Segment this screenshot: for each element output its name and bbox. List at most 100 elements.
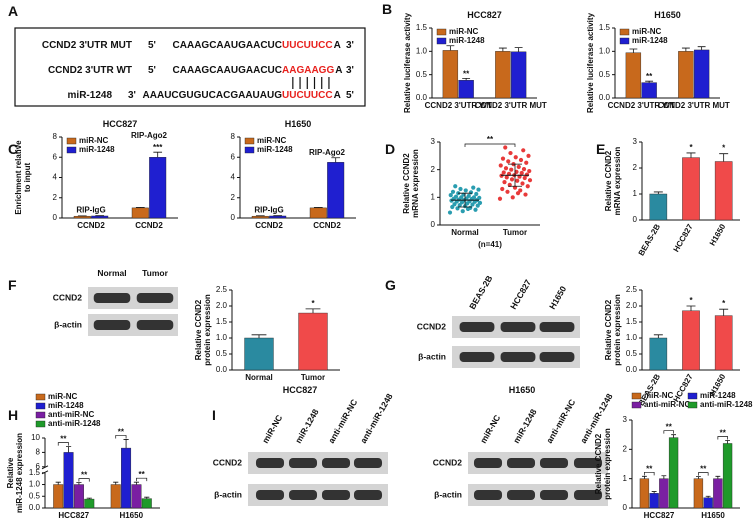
x-tick-label: CCND2 3'UTR MUT (475, 101, 547, 110)
error-bar (113, 481, 119, 485)
bar (269, 215, 287, 219)
legend-swatch (35, 411, 46, 419)
bar (649, 337, 668, 371)
data-point (447, 210, 453, 215)
significance-label: ** (666, 423, 673, 432)
y-tick-label: 4 (231, 173, 236, 182)
y-axis-label: Relative CCND2 (604, 299, 613, 360)
blot-band (136, 320, 174, 330)
bar (713, 478, 723, 509)
blot-band (93, 320, 131, 330)
data-point (524, 160, 529, 165)
bar (53, 484, 64, 509)
bar (641, 82, 657, 99)
y-tick-label: 0.0 (29, 503, 41, 512)
y-axis-label: to input (23, 163, 32, 193)
blot-band (473, 458, 503, 468)
error-bar (697, 46, 706, 50)
bar (121, 447, 132, 509)
error-bar (661, 475, 667, 479)
data-point (453, 194, 459, 199)
annotation: * (689, 143, 693, 152)
bar (309, 207, 327, 219)
row-label: miR-1248 (68, 90, 113, 101)
legend-label: miR-NC (48, 392, 78, 401)
error-bar (705, 495, 711, 498)
y-tick-label: 0.5 (29, 491, 41, 500)
legend-swatch (35, 393, 46, 401)
error-bar (135, 206, 145, 208)
y-tick-label: 2 (431, 165, 436, 174)
error-bar (133, 481, 140, 485)
bar (73, 215, 91, 219)
y-tick-label: 2 (53, 193, 58, 202)
error-bar (651, 491, 657, 494)
y-tick-label: 0.0 (626, 365, 638, 374)
error-bar (446, 45, 455, 51)
data-point (473, 207, 478, 212)
x-tick-label: CCND2 (255, 221, 283, 230)
y-tick-label: 0 (431, 220, 436, 229)
strand-end: 3' (346, 65, 354, 76)
blot-band (255, 458, 285, 468)
x-tick-label: CCND2 3'UTR WT (425, 101, 492, 110)
y-tick-label: 1.5 (416, 23, 428, 32)
data-point (509, 167, 514, 172)
legend-label: anti-miR-NC (644, 400, 690, 409)
blot-strip (248, 452, 388, 474)
bar (442, 50, 459, 99)
legend-swatch (244, 146, 255, 154)
error-bar (305, 308, 321, 314)
x-tick-label: HCC827 (58, 511, 89, 520)
significance-bracket (115, 435, 127, 439)
blot-band (255, 490, 285, 500)
row-label: β-actin (434, 489, 462, 499)
bar (73, 484, 84, 509)
error-bar (86, 497, 92, 500)
data-point (508, 150, 513, 156)
y-tick-label: 2.0 (216, 301, 228, 310)
y-tick-label: 8 (36, 448, 41, 457)
blot-band (539, 352, 575, 362)
x-tick-label: Normal (245, 373, 273, 382)
y-axis-label: Relative CCND2 (594, 433, 603, 494)
significance-label: ** (700, 465, 707, 474)
bar (141, 498, 152, 509)
significance-label: ** (138, 470, 145, 479)
y-tick-label: 1.0 (599, 46, 611, 55)
blot-band (506, 458, 536, 468)
y-tick-label: 1.0 (216, 333, 228, 342)
annotation: RIP-Ago2 (131, 131, 168, 140)
bar (63, 452, 74, 509)
bar (639, 478, 650, 509)
y-tick-label: 0 (623, 503, 628, 512)
y-tick-label: 0.5 (216, 349, 228, 358)
significance-bracket (57, 442, 69, 446)
binding-site: UUCUUCC (282, 90, 333, 101)
y-axis-label: Relative CCND2 (194, 299, 203, 360)
annotation: * (722, 299, 726, 308)
data-point (453, 184, 458, 189)
sequence: CAAAGCAAUGAACUC (173, 65, 282, 76)
data-point (521, 167, 527, 172)
bar (91, 215, 109, 219)
annotation: * (311, 299, 315, 308)
chart-note: (n=41) (478, 240, 502, 249)
sequence: AAAUCGUGUCACGAAUAUG (143, 90, 283, 101)
data-point (471, 195, 477, 200)
blot-band (573, 490, 603, 500)
data-point (504, 175, 509, 180)
y-tick-label: 8 (53, 132, 58, 141)
y-tick-label: 4 (53, 173, 58, 182)
blot-strip (468, 484, 608, 506)
legend-label: miR-NC (449, 27, 479, 36)
data-point (514, 169, 519, 174)
bar (678, 51, 694, 99)
error-bar (55, 481, 61, 485)
bar (298, 312, 328, 371)
data-point (515, 191, 521, 196)
sequence-tail: A (335, 65, 342, 76)
x-tick-label: CCND2 (313, 221, 341, 230)
blot-band (473, 490, 503, 500)
blot-band (539, 322, 575, 332)
